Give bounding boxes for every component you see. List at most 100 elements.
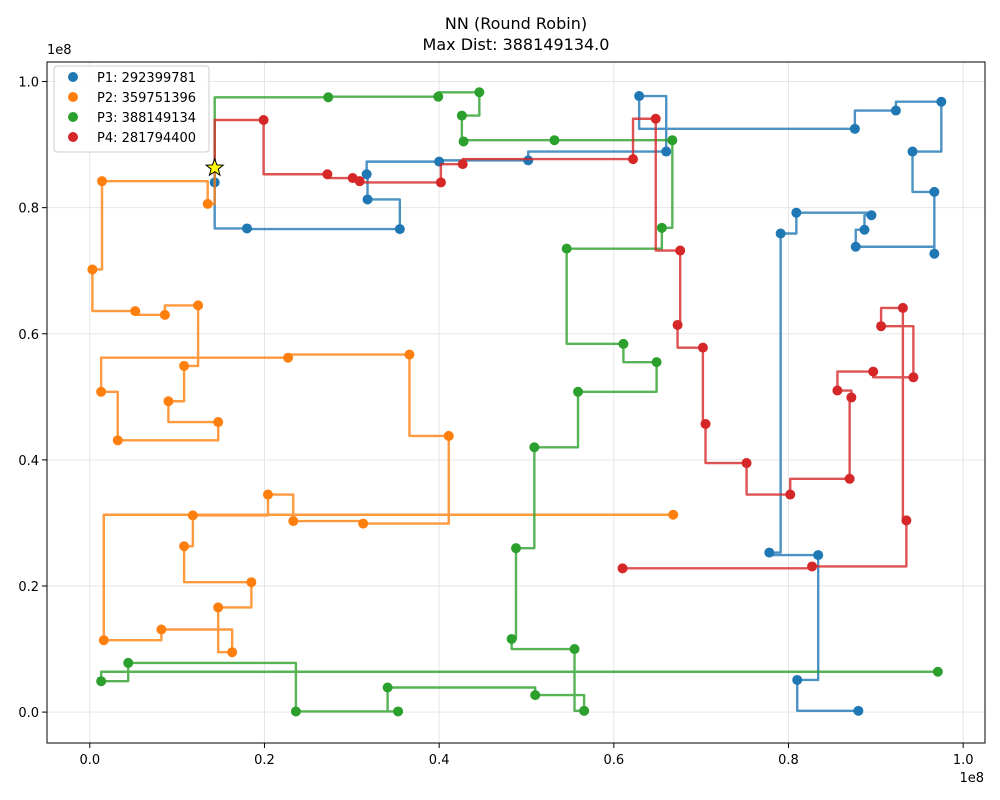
series-p3-point (932, 666, 943, 677)
series-p3-point (529, 442, 540, 453)
series-p2-point (112, 435, 123, 446)
legend-marker (68, 132, 78, 142)
series-p2-point (227, 647, 238, 658)
series-p3-point (651, 357, 662, 368)
series-p2-point (156, 624, 167, 635)
series-p2-point (404, 349, 415, 360)
series-p2-point (213, 602, 224, 613)
series-p2-point (443, 430, 454, 441)
series-p1-point (859, 224, 870, 235)
series-p1-point (764, 547, 775, 558)
series-p3-point (511, 543, 521, 554)
legend-frame (53, 65, 210, 153)
series-p3-point (618, 338, 629, 349)
series-p4-point (785, 489, 796, 500)
series-p3-point (433, 91, 444, 102)
series-p4-point (628, 154, 639, 165)
series-p1-point (907, 146, 918, 157)
series-p1-point (362, 194, 373, 205)
x-tick-label: 0.8 (778, 753, 799, 768)
series-p4-point (457, 159, 468, 170)
series-p2-point (97, 176, 108, 187)
series-p4-point (675, 245, 686, 256)
series-p2-route (91, 167, 674, 654)
series-p2-point (213, 417, 224, 428)
series-p4-point (435, 177, 446, 188)
series-p2-point (358, 518, 369, 529)
series-p2-point (87, 264, 98, 275)
series-p4-point (672, 319, 683, 330)
series-p2-point (187, 510, 198, 521)
series-p3-point (530, 690, 541, 701)
series-p3-point (123, 657, 134, 668)
y-offset-label: 1e8 (47, 43, 72, 58)
series-p4-point (876, 321, 887, 332)
legend-marker (68, 112, 78, 122)
series-p3-point (474, 87, 485, 98)
series-p3-point (458, 136, 469, 147)
series-p4-route (213, 117, 915, 570)
series-p3-point (579, 705, 590, 716)
series-p3-point (290, 706, 301, 717)
x-tick-label: 0.0 (79, 753, 100, 768)
legend-marker (68, 72, 78, 82)
series-layer (87, 87, 947, 717)
series-p1-point (634, 91, 645, 102)
series-p2-point (283, 352, 294, 363)
series-p4-point (697, 342, 708, 353)
series-p1-point (523, 155, 534, 166)
series-p1-point (792, 674, 803, 685)
series-p4-point (322, 169, 333, 180)
x-tick-label: 0.4 (429, 753, 450, 768)
axis-ticks: 0.0 0.2 0.4 0.6 0.8 1.0 0.0 0.2 0.4 0.6 0.8 1.0 (18, 76, 973, 768)
series-p2 (87, 167, 679, 658)
series-p4-point (844, 473, 855, 484)
series-p1-point (866, 210, 877, 221)
series-p2-point (202, 198, 213, 209)
series-p4-point (807, 561, 818, 572)
chart-title: NN (Round Robin) (445, 14, 587, 33)
series-p2-point (288, 516, 299, 527)
series-p3-point (573, 386, 584, 397)
series-p4-point (832, 385, 843, 396)
series-p1-point (850, 241, 861, 252)
series-p2-point (668, 509, 679, 520)
series-p1-point (791, 207, 802, 218)
legend-label: P1: 292399781 (97, 71, 196, 86)
x-offset-label: 1e8 (959, 771, 984, 786)
series-p4-point (617, 563, 628, 574)
series-p4-point (897, 302, 908, 313)
series-p3-point (656, 222, 667, 233)
legend: P1: 292399781 P2: 359751396 P3: 388149134 P… (53, 65, 210, 153)
series-p2-point (96, 386, 107, 397)
series-p1-point (361, 169, 372, 180)
legend-marker (68, 92, 78, 102)
series-p1-point (813, 550, 824, 561)
series-p4-point (868, 366, 879, 377)
series-p1-point (775, 228, 786, 239)
legend-label: P3: 388149134 (97, 111, 196, 126)
series-p3-point (569, 644, 580, 655)
plot-frame (46, 61, 986, 744)
series-p4-point (700, 418, 711, 429)
depot-star-marker (204, 157, 225, 177)
series-p3-point (456, 110, 467, 121)
series-p1-point (242, 223, 253, 234)
depot-layer (204, 157, 225, 177)
series-p3-point (667, 135, 678, 146)
series-p4 (213, 113, 919, 574)
series-p4-point (258, 115, 269, 126)
series-p4-point (846, 392, 857, 403)
y-tick-label: 0.8 (18, 202, 39, 217)
legend-label: P2: 359751396 (97, 91, 196, 106)
series-p3-point (506, 633, 517, 644)
series-p2-point (163, 396, 174, 407)
series-p1-point (890, 105, 901, 116)
series-p4-point (901, 515, 912, 526)
series-p3-point (96, 676, 107, 687)
series-p3-point (393, 706, 404, 717)
series-p2-point (179, 360, 190, 371)
series-p1-point (929, 248, 940, 259)
x-tick-label: 1.0 (953, 753, 974, 768)
